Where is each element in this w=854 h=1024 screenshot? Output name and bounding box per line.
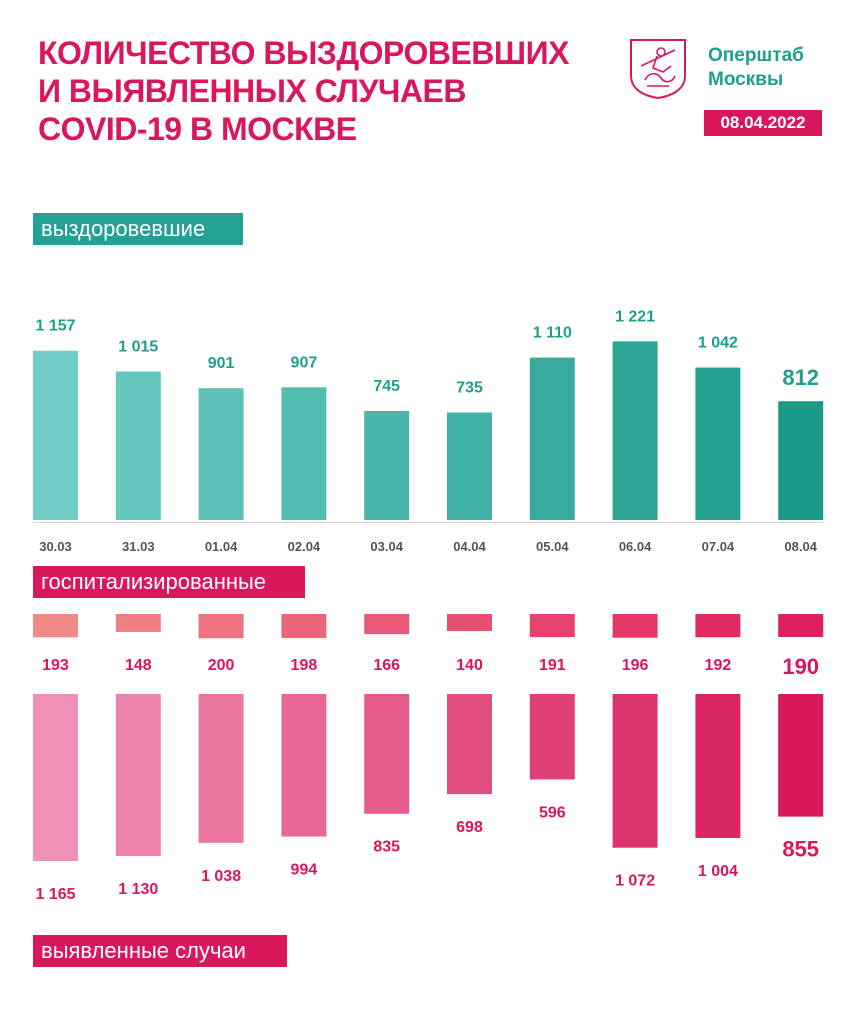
recovered-bar bbox=[198, 388, 244, 520]
date-tick-label: 31.03 bbox=[122, 539, 155, 554]
hospitalized-value-label: 148 bbox=[125, 657, 152, 674]
hospitalized-bar bbox=[695, 614, 741, 638]
cases-bar bbox=[695, 694, 741, 838]
recovered-value-label: 1 110 bbox=[533, 325, 572, 342]
cases-bar bbox=[364, 694, 410, 814]
date-tick-label: 01.04 bbox=[205, 539, 238, 554]
recovered-value-label: 812 bbox=[782, 365, 819, 390]
date-tick-label: 03.04 bbox=[370, 539, 403, 554]
title-line-1: Количество выздоровевших bbox=[38, 35, 569, 71]
date-badge: 08.04.2022 bbox=[704, 110, 822, 136]
recovered-bar bbox=[115, 371, 161, 520]
hospitalized-bar bbox=[198, 614, 244, 639]
recovered-value-label: 901 bbox=[208, 355, 235, 372]
recovered-value-label: 1 157 bbox=[35, 318, 75, 335]
moscow-coat-of-arms-icon bbox=[630, 39, 686, 100]
date-tick-label: 06.04 bbox=[619, 539, 652, 554]
title-line-3: COVID-19 в Москве bbox=[38, 111, 357, 147]
cases-value-label: 994 bbox=[291, 862, 318, 879]
date-tick-label: 08.04 bbox=[784, 539, 817, 554]
org-line-1: Оперштаб bbox=[708, 45, 804, 66]
recovered-value-label: 907 bbox=[291, 354, 318, 371]
date-tick-label: 07.04 bbox=[702, 539, 735, 554]
title-line-2: и выявленных случаев bbox=[38, 73, 466, 109]
cases-value-label: 698 bbox=[456, 819, 483, 836]
hospitalized-value-label: 198 bbox=[291, 657, 318, 674]
recovered-bar bbox=[612, 341, 658, 520]
recovered-value-label: 735 bbox=[456, 379, 483, 396]
recovered-axis-line bbox=[33, 522, 823, 523]
hospitalized-bar bbox=[33, 614, 78, 638]
section-label-cases: выявленные случаи bbox=[33, 935, 287, 967]
date-tick-label: 02.04 bbox=[288, 539, 321, 554]
cases-value-label: 1 072 bbox=[615, 873, 655, 890]
hospitalized-value-label: 192 bbox=[705, 657, 732, 674]
recovered-bar bbox=[364, 411, 410, 520]
cases-value-label: 1 004 bbox=[698, 863, 738, 880]
section-label-hospitalized: госпитализированные bbox=[33, 566, 305, 598]
recovered-value-label: 1 221 bbox=[615, 308, 655, 325]
hospitalized-value-label: 196 bbox=[622, 657, 649, 674]
cases-value-label: 596 bbox=[539, 804, 566, 821]
hospitalized-bar bbox=[778, 614, 824, 637]
hospitalized-value-label: 190 bbox=[782, 654, 819, 679]
org-name: Оперштаб Москвы bbox=[708, 44, 838, 92]
cases-bar bbox=[529, 694, 575, 780]
recovered-value-label: 1 015 bbox=[118, 339, 158, 356]
recovered-bar bbox=[695, 367, 741, 520]
hospitalized-bar bbox=[281, 614, 327, 638]
hospitalized-value-label: 140 bbox=[456, 657, 483, 674]
date-tick-label: 04.04 bbox=[453, 539, 486, 554]
recovered-value-label: 745 bbox=[373, 378, 400, 395]
cases-bar bbox=[198, 694, 244, 843]
recovered-bar bbox=[778, 401, 824, 520]
hospitalized-value-label: 200 bbox=[208, 657, 235, 674]
org-line-2: Москвы bbox=[708, 69, 784, 90]
recovered-bar bbox=[33, 350, 78, 520]
date-tick-label: 30.03 bbox=[39, 539, 72, 554]
cases-value-label: 1 130 bbox=[118, 881, 158, 898]
recovered-bar bbox=[281, 387, 327, 520]
hospitalized-value-label: 193 bbox=[42, 657, 69, 674]
recovered-value-label: 1 042 bbox=[698, 335, 738, 352]
cases-bar bbox=[115, 694, 161, 857]
section-label-recovered: выздоровевшие bbox=[33, 213, 243, 245]
page-title: Количество выздоровевших и выявленных сл… bbox=[38, 34, 569, 148]
date-tick-label: 05.04 bbox=[536, 539, 569, 554]
hospitalized-value-label: 166 bbox=[373, 657, 400, 674]
hospitalized-bar bbox=[115, 614, 161, 632]
cases-value-label: 1 165 bbox=[35, 886, 75, 903]
hospitalized-bar bbox=[529, 614, 575, 638]
cases-bar bbox=[447, 694, 492, 795]
cases-bar bbox=[33, 694, 78, 862]
cases-value-label: 1 038 bbox=[201, 868, 241, 885]
hospitalized-bar bbox=[612, 614, 658, 638]
cases-value-label: 835 bbox=[373, 839, 400, 856]
cases-value-label: 855 bbox=[782, 837, 819, 862]
recovered-bar bbox=[529, 357, 575, 520]
cases-bar bbox=[612, 694, 658, 848]
hospitalized-bar bbox=[447, 614, 492, 631]
recovered-bar bbox=[447, 412, 492, 520]
cases-bar bbox=[281, 694, 327, 837]
cases-bar bbox=[778, 694, 824, 817]
hospitalized-bar bbox=[364, 614, 410, 635]
hospitalized-value-label: 191 bbox=[539, 657, 566, 674]
